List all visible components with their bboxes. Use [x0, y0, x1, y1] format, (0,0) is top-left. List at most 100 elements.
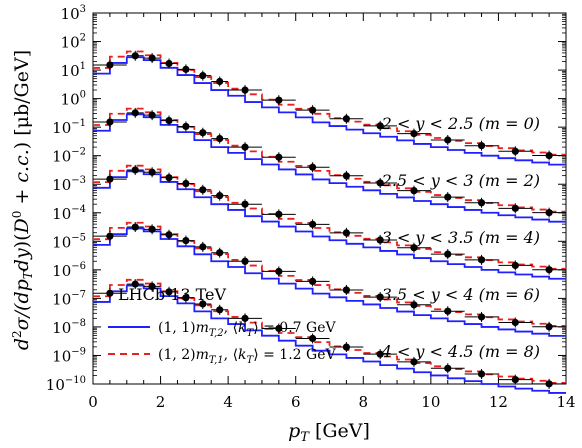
data-point	[106, 289, 114, 297]
y-tick-label: 10−6	[52, 261, 86, 280]
data-point	[182, 236, 190, 245]
data-point	[545, 380, 553, 388]
data-point	[216, 134, 224, 143]
data-point	[511, 261, 519, 270]
data-point	[376, 122, 384, 130]
data-point	[410, 187, 418, 195]
data-point	[131, 223, 139, 231]
data-point	[545, 323, 553, 331]
data-point	[165, 288, 173, 296]
data-point	[444, 364, 452, 372]
data-point	[309, 220, 317, 228]
legend: LHCb 13 TeV (1, 1)mT,2, ⟨kT⟩ = 0.7 GeV (…	[108, 285, 336, 366]
legend-label-blue: (1, 1)mT,2, ⟨kT⟩ = 0.7 GeV	[158, 320, 336, 339]
data-point	[241, 86, 249, 94]
data-point	[545, 266, 553, 274]
data-point	[477, 370, 486, 378]
data-point	[182, 122, 190, 131]
rapidity-bin-label: 3.5 < y < 4 (m = 6)	[382, 285, 540, 304]
data-point	[241, 314, 249, 322]
data-point	[148, 168, 156, 176]
data-point	[182, 65, 190, 73]
data-point	[182, 179, 190, 188]
x-tick-label: 0	[88, 393, 98, 411]
data-point	[477, 199, 486, 207]
x-axis: 0 2 4 6 8 10 12 14	[88, 13, 576, 411]
data-point	[376, 293, 384, 301]
data-point	[148, 54, 156, 62]
data-point	[342, 229, 350, 237]
series-blue-line	[93, 284, 566, 394]
data-point	[148, 282, 156, 290]
data-point	[444, 193, 452, 201]
data-point	[275, 210, 283, 218]
x-tick-label: 12	[489, 393, 508, 411]
data-point	[342, 286, 350, 294]
y-tick-label: 101	[61, 61, 86, 80]
y-axis-label: d2σ/(dpTdy)(D0 + c.c.) [μb/GeV]	[10, 50, 35, 350]
data-point	[131, 280, 139, 288]
data-point	[106, 118, 114, 126]
data-point	[309, 106, 317, 114]
data-point	[410, 244, 418, 252]
data-point	[241, 257, 249, 265]
series-blue-line	[93, 170, 566, 280]
data-point	[477, 256, 486, 264]
y-tick-label: 10−1	[52, 118, 86, 137]
data-point	[165, 174, 173, 182]
y-tick-label: 10−3	[52, 175, 86, 194]
legend-label-red: (1, 2)mT,1, ⟨kT⟩ = 1.2 GeV	[158, 347, 336, 366]
y-tick-label: 10−10	[46, 375, 86, 394]
data-point	[216, 77, 224, 86]
data-point	[199, 300, 207, 308]
data-point	[309, 334, 317, 343]
x-tick-label: 4	[223, 393, 233, 411]
data-point	[477, 313, 486, 321]
rapidity-bin-label: 2 < y < 2.5 (m = 0)	[381, 114, 540, 133]
x-axis-label: pT [GeV]	[288, 420, 370, 445]
data-point	[309, 163, 317, 171]
data-point	[165, 231, 173, 239]
rapidity-bin-label: 3 < y < 3.5 (m = 4)	[382, 228, 540, 247]
data-point	[477, 142, 486, 150]
data-point	[131, 109, 139, 117]
data-point	[410, 358, 418, 366]
data-point	[376, 179, 384, 187]
data-point	[106, 232, 114, 240]
data-point	[545, 209, 553, 217]
data-point	[199, 72, 207, 80]
data-point	[165, 59, 173, 68]
data-point	[444, 307, 452, 315]
x-tick-label: 2	[156, 393, 166, 411]
data-point	[342, 172, 350, 180]
data-points	[93, 50, 566, 389]
data-point	[511, 147, 519, 155]
data-point	[275, 153, 283, 161]
data-point	[342, 343, 350, 351]
data-point	[199, 186, 207, 194]
data-point	[199, 129, 207, 137]
data-point	[511, 375, 519, 384]
series-blue-line	[93, 227, 566, 337]
y-tick-label: 10−2	[52, 147, 86, 166]
rapidity-bin-label: 2.5 < y < 3 (m = 2)	[381, 171, 540, 190]
data-point	[148, 111, 156, 119]
data-point	[342, 115, 350, 123]
y-tick-label: 10−4	[52, 204, 86, 223]
data-point	[216, 192, 224, 200]
data-point	[131, 52, 139, 60]
data-point	[444, 250, 452, 258]
rapidity-bin-label: 4 < y < 4.5 (m = 8)	[381, 342, 540, 361]
data-point	[275, 267, 283, 276]
y-tick-label: 10−9	[52, 346, 86, 365]
y-tick-label: 102	[61, 33, 86, 52]
data-point	[511, 318, 519, 327]
y-tick-label: 100	[61, 90, 86, 109]
data-point	[376, 236, 384, 244]
y-tick-label: 103	[61, 4, 86, 23]
data-point	[216, 306, 224, 314]
data-point	[199, 243, 207, 251]
data-point	[376, 350, 384, 358]
series-blue-line	[93, 56, 566, 166]
